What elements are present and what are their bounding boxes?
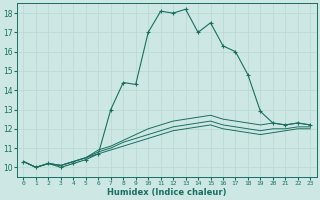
X-axis label: Humidex (Indice chaleur): Humidex (Indice chaleur): [107, 188, 227, 197]
